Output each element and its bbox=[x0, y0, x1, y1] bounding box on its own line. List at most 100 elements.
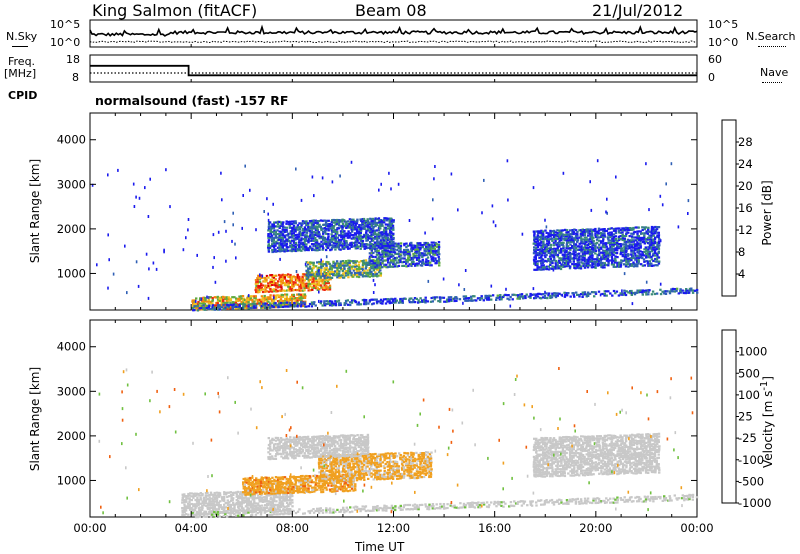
power-cell bbox=[564, 293, 567, 297]
power-cell bbox=[621, 233, 624, 236]
power-cell bbox=[238, 297, 242, 300]
power-cell bbox=[294, 228, 297, 231]
power-cell bbox=[637, 248, 641, 251]
power-data-cells bbox=[91, 159, 699, 312]
power-cell bbox=[605, 257, 608, 260]
velocity-cell bbox=[276, 493, 280, 496]
power-cell bbox=[345, 232, 348, 235]
power-cell bbox=[235, 299, 238, 302]
velocity-cell bbox=[267, 503, 270, 506]
power-cell bbox=[551, 292, 554, 295]
power-cell bbox=[645, 250, 648, 253]
velocity-cell bbox=[243, 485, 247, 488]
power-cell bbox=[428, 251, 431, 254]
power-cell bbox=[635, 256, 639, 259]
power-scatter-cell bbox=[670, 162, 673, 166]
power-cell bbox=[556, 235, 560, 238]
velocity-cell bbox=[281, 476, 285, 479]
power-cell bbox=[382, 298, 386, 301]
power-cell bbox=[251, 302, 254, 305]
power-cell bbox=[331, 241, 334, 244]
power-cell bbox=[590, 291, 594, 294]
power-cell bbox=[531, 293, 534, 296]
velocity-cell bbox=[321, 479, 325, 482]
power-cell bbox=[379, 256, 382, 259]
power-cell bbox=[218, 306, 221, 309]
power-cell bbox=[607, 233, 610, 236]
power-scatter-cell bbox=[352, 222, 355, 226]
velocity-cell bbox=[218, 492, 222, 495]
velocity-cell bbox=[249, 478, 252, 481]
power-cell bbox=[586, 250, 590, 253]
power-cell bbox=[281, 223, 284, 226]
velocity-cell bbox=[247, 479, 250, 482]
power-cell bbox=[432, 250, 435, 253]
power-cell bbox=[602, 242, 605, 245]
velocity-cell bbox=[213, 496, 217, 499]
power-cell bbox=[258, 286, 261, 289]
power-cell bbox=[264, 304, 267, 307]
power-cell bbox=[401, 301, 404, 304]
power-scatter-cell bbox=[266, 197, 268, 201]
power-cell bbox=[303, 234, 306, 237]
power-cell bbox=[278, 230, 281, 233]
power-cell bbox=[541, 296, 545, 299]
power-cell bbox=[595, 241, 599, 244]
power-cell bbox=[363, 271, 366, 274]
power-cell bbox=[600, 246, 603, 249]
velocity-cell bbox=[217, 508, 220, 511]
power-cell bbox=[326, 262, 330, 265]
power-cell bbox=[543, 236, 547, 239]
power-cell bbox=[625, 240, 628, 243]
power-cell bbox=[314, 246, 318, 250]
power-cell bbox=[589, 246, 592, 249]
power-cell bbox=[345, 234, 348, 237]
power-cell bbox=[292, 281, 295, 284]
velocity-cell bbox=[261, 478, 264, 481]
power-cell bbox=[347, 226, 350, 229]
power-cell bbox=[424, 250, 428, 253]
power-cell bbox=[335, 260, 339, 263]
velocity-cell bbox=[336, 489, 339, 492]
velocity-cell bbox=[283, 491, 286, 494]
power-cell bbox=[267, 297, 270, 301]
power-cell bbox=[267, 246, 270, 249]
velocity-cell bbox=[260, 490, 263, 493]
power-scatter-cell bbox=[133, 205, 136, 208]
power-cell bbox=[300, 249, 303, 252]
power-cell bbox=[378, 266, 381, 269]
power-cell bbox=[287, 249, 290, 252]
power-cell bbox=[257, 289, 260, 292]
velocity-cell bbox=[318, 471, 321, 474]
power-cell bbox=[630, 232, 633, 235]
power-cell bbox=[647, 246, 650, 249]
power-cell bbox=[318, 262, 321, 265]
power-cell bbox=[370, 255, 373, 259]
power-cell bbox=[592, 262, 595, 265]
power-cell bbox=[310, 222, 314, 225]
power-cell bbox=[464, 297, 467, 300]
power-cell bbox=[323, 242, 327, 245]
power-cell bbox=[552, 256, 556, 259]
power-cell bbox=[379, 224, 382, 228]
power-cell bbox=[287, 236, 291, 239]
power-cell bbox=[281, 246, 284, 249]
power-scatter-cell bbox=[505, 287, 507, 291]
power-cell bbox=[629, 264, 632, 267]
power-cell bbox=[648, 250, 652, 253]
velocity-cell bbox=[188, 508, 192, 511]
power-cell bbox=[623, 237, 626, 240]
power-cell bbox=[321, 245, 324, 248]
power-cell bbox=[272, 226, 276, 230]
power-cell bbox=[554, 249, 557, 253]
power-cell bbox=[294, 220, 297, 223]
power-cell bbox=[379, 245, 382, 248]
velocity-cell bbox=[283, 476, 287, 479]
power-cell bbox=[415, 258, 419, 261]
power-cell bbox=[646, 254, 650, 257]
power-cell bbox=[282, 221, 285, 224]
power-cell bbox=[346, 245, 349, 249]
power-cell bbox=[312, 265, 316, 268]
velocity-cell bbox=[296, 487, 299, 490]
power-cell bbox=[375, 267, 378, 270]
